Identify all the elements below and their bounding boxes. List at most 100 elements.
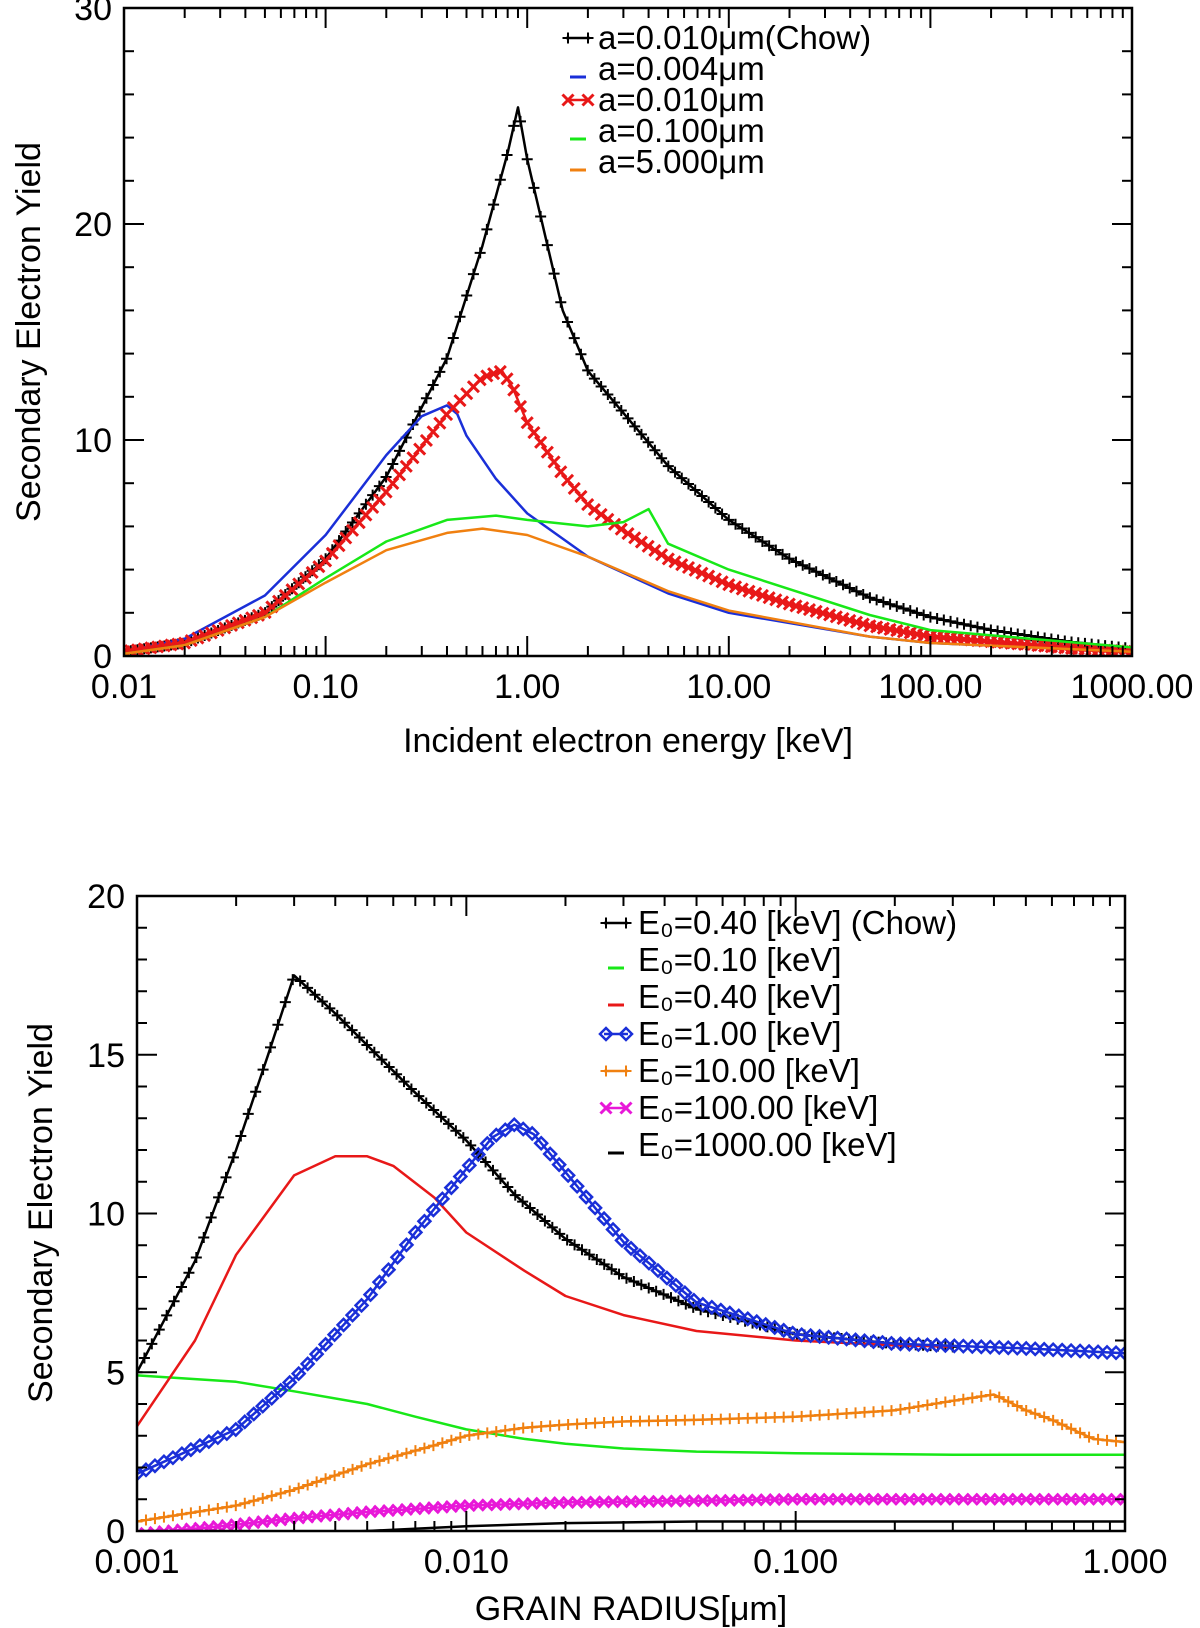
data-point bbox=[756, 535, 768, 547]
data-point bbox=[609, 396, 621, 408]
legend-marker bbox=[618, 1026, 634, 1042]
data-point bbox=[338, 1467, 350, 1479]
data-point bbox=[308, 1346, 325, 1362]
data-point bbox=[245, 1406, 262, 1422]
data-point bbox=[669, 466, 681, 478]
data-point bbox=[435, 1111, 447, 1123]
legend-marker bbox=[620, 1065, 632, 1077]
data-point bbox=[643, 1282, 655, 1294]
top-plot-frame bbox=[122, 6, 1134, 658]
series-line bbox=[137, 1123, 1125, 1475]
data-point bbox=[389, 1249, 406, 1266]
data-point bbox=[442, 1118, 454, 1130]
data-point bbox=[978, 623, 990, 635]
data-point bbox=[591, 1253, 603, 1265]
data-point bbox=[176, 1508, 188, 1520]
data-point bbox=[465, 1139, 477, 1151]
legend-item: E₀=10.00 [keV] bbox=[600, 1052, 860, 1089]
legend-marker bbox=[600, 917, 612, 929]
series-2 bbox=[137, 1374, 1125, 1457]
data-point bbox=[454, 311, 466, 323]
data-point bbox=[167, 1510, 179, 1522]
data-point bbox=[837, 579, 849, 591]
data-point bbox=[531, 1209, 543, 1221]
data-point bbox=[864, 592, 876, 604]
data-point bbox=[596, 1210, 612, 1227]
data-point bbox=[803, 562, 815, 574]
data-point bbox=[457, 1132, 469, 1144]
data-point bbox=[228, 1421, 244, 1438]
x-tick-label: 0.010 bbox=[424, 1543, 509, 1581]
x-tick-label: 1000.00 bbox=[1071, 668, 1194, 706]
data-point bbox=[659, 1270, 675, 1286]
data-point bbox=[515, 1121, 531, 1137]
data-point bbox=[541, 239, 553, 251]
data-point bbox=[894, 1403, 906, 1415]
data-point bbox=[481, 1427, 493, 1439]
data-point bbox=[891, 600, 903, 612]
y-tick-label: 20 bbox=[87, 878, 125, 916]
data-point bbox=[387, 458, 399, 470]
data-point bbox=[1029, 1408, 1041, 1420]
data-point bbox=[1074, 1427, 1086, 1439]
data-point bbox=[595, 381, 607, 393]
data-point bbox=[575, 348, 587, 360]
data-point bbox=[898, 603, 910, 615]
data-point bbox=[548, 268, 560, 280]
data-point bbox=[248, 1495, 260, 1507]
data-point bbox=[320, 1473, 332, 1485]
data-point bbox=[689, 484, 701, 496]
legend-item: a=5.000μm bbox=[570, 143, 765, 180]
y-tick-label: 5 bbox=[106, 1354, 125, 1392]
data-point bbox=[507, 383, 521, 397]
data-point bbox=[1038, 1411, 1050, 1423]
data-point bbox=[302, 1479, 314, 1491]
data-point bbox=[632, 1247, 648, 1264]
legend-marker bbox=[600, 1065, 612, 1077]
data-point bbox=[957, 1393, 969, 1405]
data-point bbox=[445, 1434, 457, 1446]
data-point bbox=[766, 1319, 783, 1336]
legend-item: a=0.010μm(Chow) bbox=[562, 19, 871, 56]
data-point bbox=[161, 1309, 173, 1321]
data-point bbox=[329, 1470, 341, 1482]
data-point bbox=[494, 1173, 506, 1185]
data-point bbox=[428, 1104, 440, 1116]
data-point bbox=[326, 1326, 343, 1343]
data-point bbox=[1118, 1492, 1125, 1506]
data-point bbox=[736, 523, 748, 535]
data-point bbox=[971, 621, 983, 633]
data-point bbox=[420, 392, 432, 404]
data-point bbox=[770, 544, 782, 556]
data-point bbox=[508, 1423, 520, 1435]
data-point bbox=[649, 444, 661, 456]
data-point bbox=[344, 1307, 361, 1323]
data-point bbox=[361, 1039, 373, 1051]
data-point bbox=[153, 1324, 165, 1336]
y-tick-label: 10 bbox=[74, 422, 112, 460]
data-point bbox=[993, 1391, 1005, 1403]
data-point bbox=[353, 1032, 365, 1044]
data-point bbox=[254, 1398, 271, 1414]
data-point bbox=[407, 1224, 424, 1241]
legend-item: a=0.010μm bbox=[561, 81, 765, 118]
data-point bbox=[688, 563, 702, 577]
data-point bbox=[681, 560, 696, 575]
y-tick-label: 30 bbox=[74, 0, 112, 28]
data-point bbox=[675, 558, 689, 572]
data-point bbox=[264, 1041, 276, 1053]
data-point bbox=[703, 496, 715, 508]
legend-label: a=0.004μm bbox=[598, 50, 765, 87]
data-point bbox=[696, 490, 708, 502]
bottom-y-axis-title: Secondary Electron Yield bbox=[22, 1023, 60, 1403]
legend-marker bbox=[581, 93, 595, 107]
data-point bbox=[790, 556, 802, 568]
data-point bbox=[641, 1255, 657, 1271]
bottom-plot-frame bbox=[135, 894, 1127, 1533]
y-tick-label: 0 bbox=[93, 638, 112, 676]
data-point bbox=[287, 974, 299, 986]
y-tick-label: 0 bbox=[106, 1513, 125, 1551]
data-point bbox=[500, 372, 514, 386]
data-point bbox=[183, 1267, 195, 1279]
data-point bbox=[830, 575, 842, 587]
